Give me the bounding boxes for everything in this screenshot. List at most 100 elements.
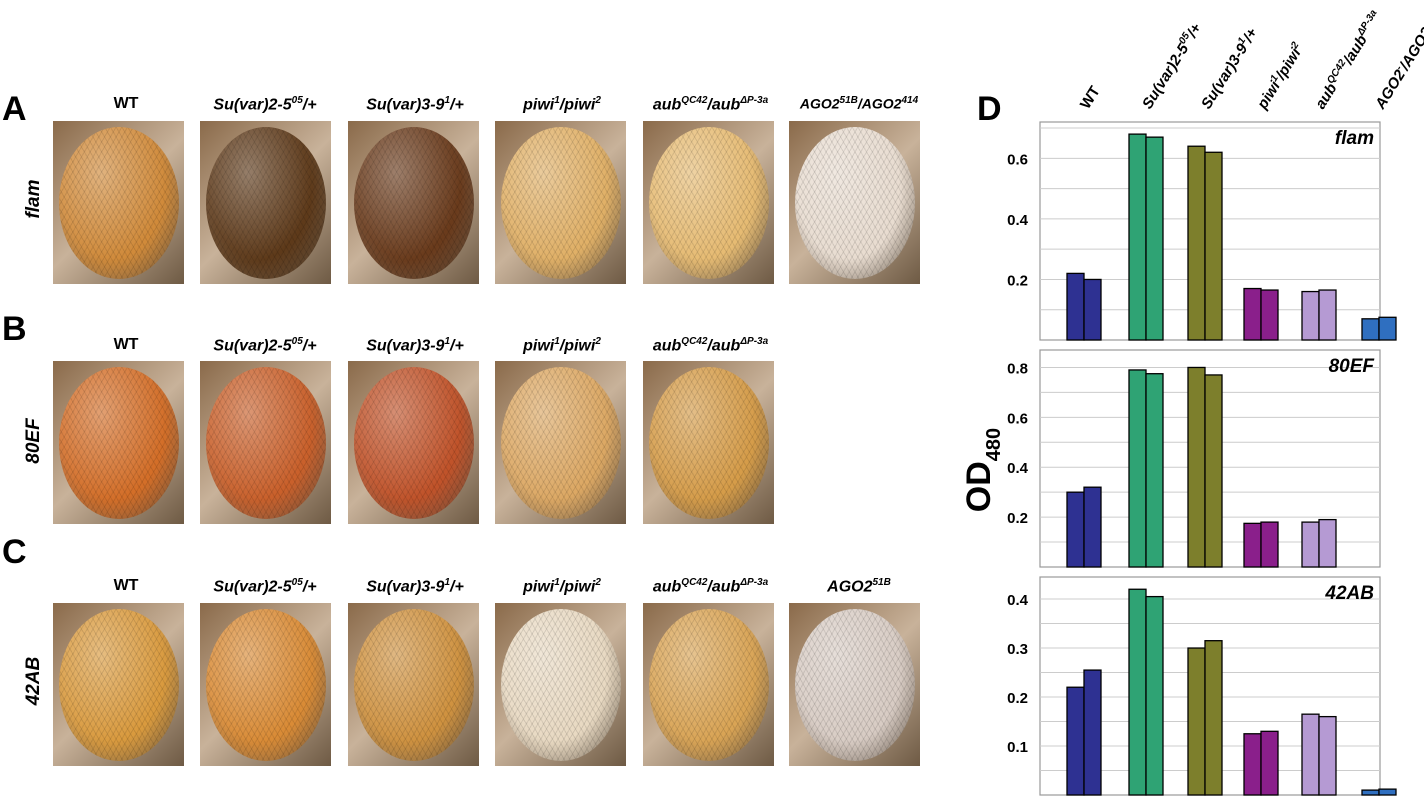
y-tick-label: 0.3 — [1007, 641, 1028, 658]
bar — [1083, 486, 1102, 568]
header-suvar25-a: Su(var)2-505/+ — [213, 95, 317, 114]
bar — [1128, 133, 1147, 341]
category-label: Su(var)3-91/+ — [1197, 24, 1261, 112]
compound-eye — [649, 609, 769, 761]
header-suvar25-c: Su(var)2-505/+ — [213, 577, 317, 596]
compound-eye — [501, 127, 621, 279]
header-suvar39-c: Su(var)3-91/+ — [366, 577, 464, 596]
ommatidia-texture — [501, 127, 621, 279]
eye-photo-b-2 — [200, 361, 331, 524]
compound-eye — [354, 367, 474, 519]
eye-photo-b-5 — [643, 361, 774, 524]
chart-title: 42AB — [1324, 583, 1374, 604]
bar — [1378, 788, 1397, 796]
compound-eye — [206, 127, 326, 279]
compound-eye — [501, 609, 621, 761]
y-tick-label: 0.2 — [1007, 272, 1028, 289]
chart-title: flam — [1335, 128, 1374, 149]
compound-eye — [501, 367, 621, 519]
eye-photo-c-6 — [789, 603, 920, 766]
eye-photo-c-3 — [348, 603, 479, 766]
category-label: WT — [1077, 83, 1104, 112]
header-aub-b: aubQC42/aubΔP-3a — [652, 336, 769, 355]
y-tick-label: 0.4 — [1007, 212, 1029, 229]
y-tick-label: 0.2 — [1007, 690, 1028, 707]
compound-eye — [59, 367, 179, 519]
compound-eye — [59, 127, 179, 279]
ommatidia-texture — [206, 127, 326, 279]
od480-bar-chart: 0.2 0.4 0.6 flam 0.2 0.4 0.6 0.8 80EF 0.1 0.2 0.3 0.… — [960, 8, 1424, 796]
ommatidia-texture — [354, 367, 474, 519]
bar — [1128, 588, 1147, 796]
eye-photo-a-5 — [643, 121, 774, 284]
eye-photo-c-5 — [643, 603, 774, 766]
ommatidia-texture — [501, 367, 621, 519]
eye-photo-a-6 — [789, 121, 920, 284]
compound-eye — [206, 609, 326, 761]
bar — [1083, 669, 1102, 796]
panel-letter-b: B — [2, 310, 27, 348]
bar — [1187, 366, 1206, 568]
header-suvar25-b: Su(var)2-505/+ — [213, 336, 317, 355]
bar — [1066, 272, 1085, 341]
eye-photo-a-4 — [495, 121, 626, 284]
compound-eye — [795, 127, 915, 279]
y-tick-label: 0.4 — [1007, 460, 1029, 477]
bar — [1378, 316, 1397, 341]
bar — [1066, 686, 1085, 796]
bar — [1204, 374, 1223, 568]
y-tick-label: 0.1 — [1007, 739, 1028, 756]
ommatidia-texture — [206, 367, 326, 519]
y-axis-label: OD480 — [960, 428, 1005, 512]
bar — [1361, 789, 1380, 796]
y-tick-label: 0.6 — [1007, 410, 1028, 427]
bar — [1260, 730, 1279, 796]
ommatidia-texture — [354, 127, 474, 279]
header-ago2-a: AGO251B/AGO2414 — [799, 95, 919, 112]
bar — [1145, 595, 1164, 796]
bar — [1243, 522, 1262, 568]
bar — [1260, 521, 1279, 568]
ommatidia-texture — [649, 367, 769, 519]
bar — [1301, 290, 1320, 341]
compound-eye — [795, 609, 915, 761]
compound-eye — [649, 127, 769, 279]
bar — [1083, 278, 1102, 341]
header-wt-c: WT — [113, 577, 139, 594]
y-tick-label: 0.6 — [1007, 151, 1028, 168]
bar — [1318, 289, 1337, 341]
bar — [1318, 518, 1337, 568]
bar — [1301, 521, 1320, 568]
bar — [1187, 647, 1206, 796]
category-label: AGO2-/AGO2- — [1371, 21, 1424, 113]
panel-letter-d: D — [977, 90, 1002, 128]
category-label: piwi1/piwi2 — [1253, 40, 1308, 113]
ommatidia-texture — [59, 127, 179, 279]
header-wt-a: WT — [113, 95, 139, 112]
category-label: aubQC42/aubΔP-3a — [1311, 8, 1386, 112]
bar — [1301, 713, 1320, 796]
eye-photo-c-1 — [53, 603, 184, 766]
ommatidia-texture — [649, 127, 769, 279]
row-label-42ab: 42AB — [23, 656, 44, 706]
chart-title: 80EF — [1329, 356, 1376, 377]
eye-photo-c-2 — [200, 603, 331, 766]
compound-eye — [206, 367, 326, 519]
bar — [1318, 715, 1337, 796]
bar — [1128, 369, 1147, 568]
compound-eye — [354, 127, 474, 279]
ommatidia-texture — [649, 609, 769, 761]
eye-photo-a-2 — [200, 121, 331, 284]
header-piwi-a: piwi1/piwi2 — [523, 95, 601, 114]
row-label-80ef: 80EF — [23, 418, 44, 464]
y-tick-label: 0.4 — [1007, 592, 1029, 609]
ommatidia-texture — [795, 127, 915, 279]
bar — [1187, 145, 1206, 341]
bar — [1145, 373, 1164, 568]
bar — [1361, 318, 1380, 341]
header-suvar39-a: Su(var)3-91/+ — [366, 95, 464, 114]
panel-letter-c: C — [2, 533, 27, 571]
header-suvar39-b: Su(var)3-91/+ — [366, 336, 464, 355]
compound-eye — [59, 609, 179, 761]
bar — [1204, 640, 1223, 796]
